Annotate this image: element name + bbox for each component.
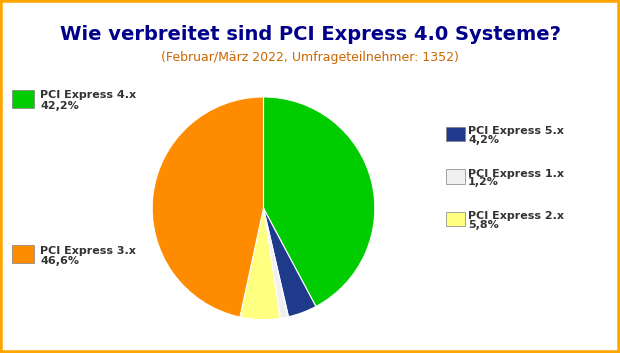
Text: PCI Express 2.x: PCI Express 2.x [468,211,564,221]
Text: PCI Express 4.x: PCI Express 4.x [40,90,136,100]
Text: 5,8%: 5,8% [468,220,499,229]
Wedge shape [264,208,288,318]
Text: Wie verbreitet sind PCI Express 4.0 Systeme?: Wie verbreitet sind PCI Express 4.0 Syst… [60,25,560,44]
Text: 4,2%: 4,2% [468,135,499,145]
Text: 42,2%: 42,2% [40,101,79,111]
Text: 1,2%: 1,2% [468,177,499,187]
Text: 46,6%: 46,6% [40,256,79,266]
Wedge shape [264,97,375,306]
Wedge shape [240,208,280,319]
Wedge shape [264,208,316,317]
Text: PCI Express 1.x: PCI Express 1.x [468,169,564,179]
Wedge shape [152,97,264,317]
Text: (Februar/März 2022, Umfrageteilnehmer: 1352): (Februar/März 2022, Umfrageteilnehmer: 1… [161,51,459,64]
Text: PCI Express 5.x: PCI Express 5.x [468,126,564,136]
Text: PCI Express 3.x: PCI Express 3.x [40,246,136,256]
